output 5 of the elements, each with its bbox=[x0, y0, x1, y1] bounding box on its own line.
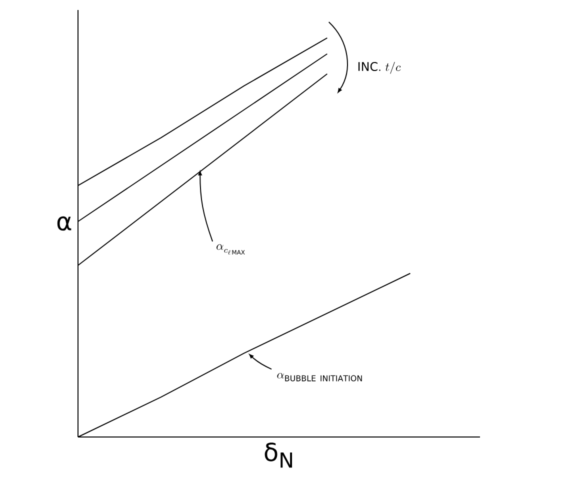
annotation: $\mathrm{INC.}\ t/c$ bbox=[358, 62, 401, 74]
y-axis-title: α bbox=[57, 216, 72, 231]
x-axis-title: δ$_{N}$ bbox=[264, 442, 292, 468]
annotation: $\alpha_{c_{\ell\,\mathrm{MAX}}}$ bbox=[216, 244, 245, 255]
annotation: $\alpha_{\mathrm{BUBBLE\ INITIATION}}$ bbox=[277, 372, 362, 382]
